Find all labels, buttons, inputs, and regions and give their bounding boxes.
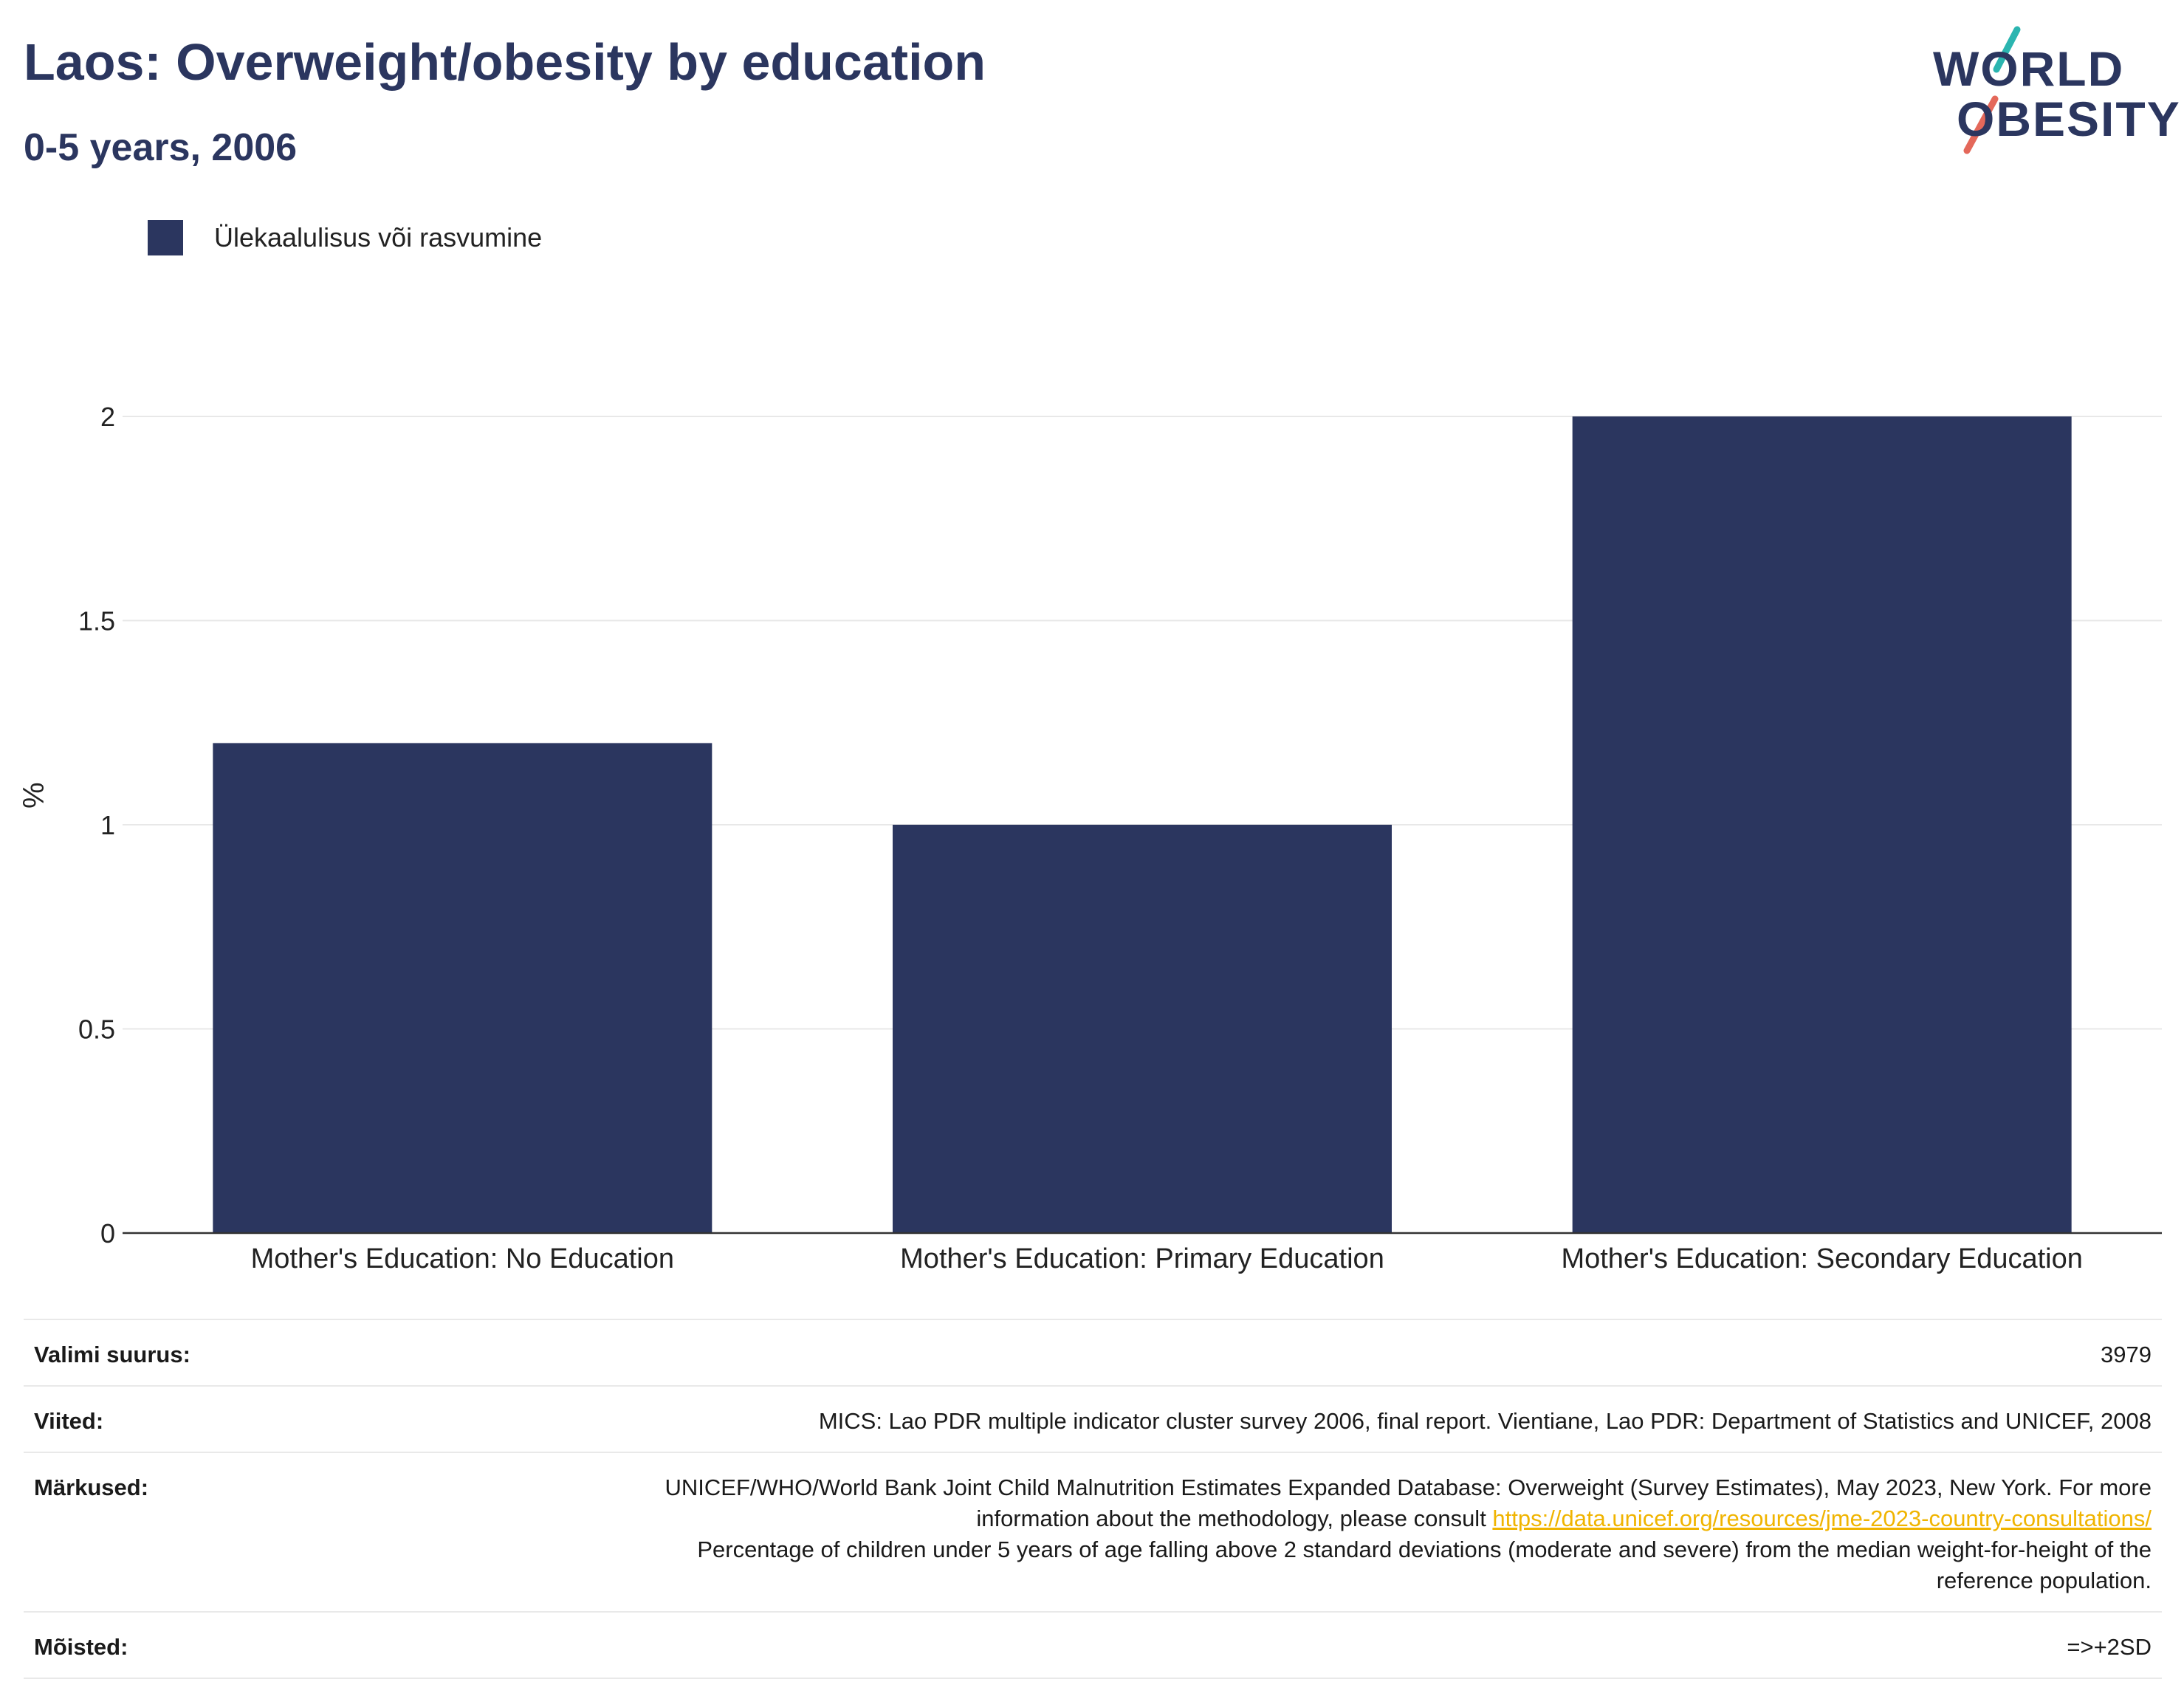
notes-value: UNICEF/WHO/World Bank Joint Child Malnut… — [601, 1472, 2152, 1596]
bar — [213, 743, 712, 1233]
info-table: Valimi suurus: 3979 Viited: MICS: Lao PD… — [24, 1319, 2162, 1679]
world-obesity-logo: WORLD OBESITY — [1912, 21, 2180, 161]
logo-word-obesity: OBESITY — [1957, 92, 2181, 146]
sample-size-value: 3979 — [2101, 1342, 2152, 1367]
bar — [893, 825, 1392, 1233]
y-tick-label: 0 — [100, 1218, 115, 1249]
references-value: MICS: Lao PDR multiple indicator cluster… — [818, 1408, 2152, 1434]
bar-chart: 0 0.5 1 1.5 2 Mother's Education: No Educatio… — [78, 402, 2162, 1274]
references-label: Viited: — [34, 1408, 104, 1434]
bar — [1572, 416, 2072, 1233]
info-row-notes: Märkused: UNICEF/WHO/World Bank Joint Ch… — [24, 1452, 2162, 1611]
legend-swatch — [148, 220, 183, 255]
y-tick-label: 0.5 — [78, 1014, 115, 1045]
y-tick-label: 1.5 — [78, 606, 115, 636]
x-tick-label: Mother's Education: Primary Education — [900, 1243, 1384, 1274]
x-tick-label: Mother's Education: No Education — [251, 1243, 674, 1274]
chart-legend[interactable]: Ülekaalulisus või rasvumine — [148, 220, 542, 255]
y-tick-label: 1 — [100, 810, 115, 840]
chart-subtitle: 0-5 years, 2006 — [24, 126, 298, 169]
y-tick-label: 2 — [100, 402, 115, 432]
definitions-value: =>+2SD — [2067, 1634, 2152, 1660]
notes-link[interactable]: https://data.unicef.org/resources/jme-20… — [1492, 1506, 2152, 1531]
info-row-sample-size: Valimi suurus: 3979 — [24, 1319, 2162, 1385]
notes-text: UNICEF/WHO/World Bank Joint Child Malnut… — [665, 1474, 2152, 1531]
sample-size-label: Valimi suurus: — [34, 1342, 190, 1367]
notes-label: Märkused: — [34, 1474, 149, 1500]
legend-label: Ülekaalulisus või rasvumine — [214, 222, 543, 253]
x-tick-label: Mother's Education: Secondary Education — [1561, 1243, 2082, 1274]
info-row-definitions: Mõisted: =>+2SD — [24, 1611, 2162, 1679]
logo-word-world: WORLD — [1933, 41, 2125, 96]
logo-slash-icon — [1963, 26, 2021, 154]
info-row-references: Viited: MICS: Lao PDR multiple indicator… — [24, 1385, 2162, 1452]
notes-definition-text: Percentage of children under 5 years of … — [697, 1537, 2152, 1593]
definitions-label: Mõisted: — [34, 1634, 128, 1660]
chart-title: Laos: Overweight/obesity by education — [24, 33, 986, 91]
